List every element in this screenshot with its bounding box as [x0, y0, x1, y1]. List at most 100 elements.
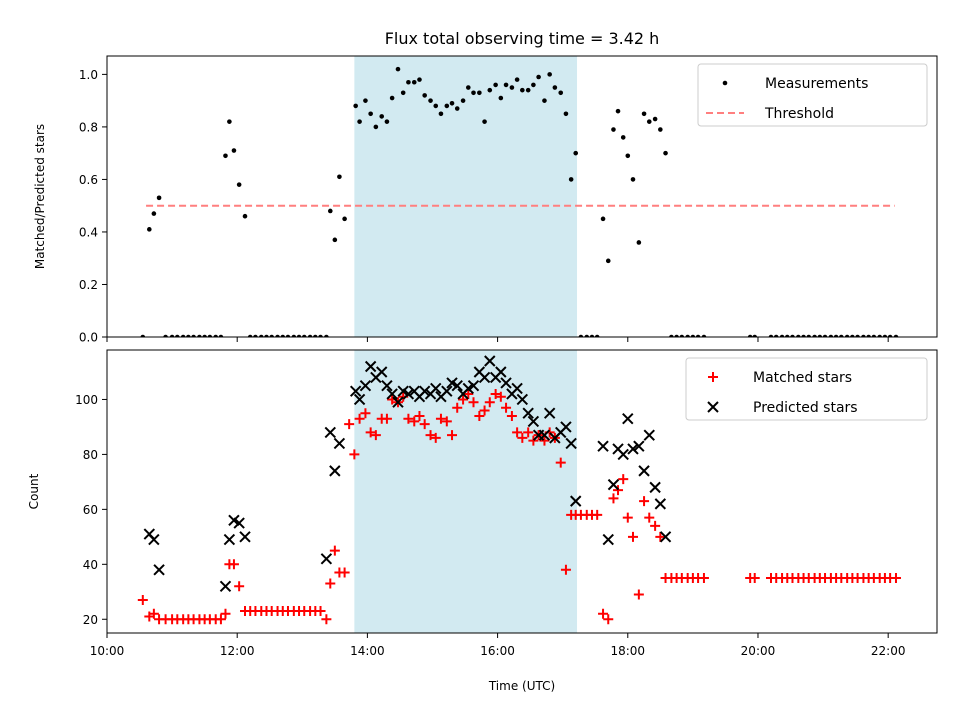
matched-point: [381, 413, 392, 424]
predicted-point: [622, 412, 634, 425]
x-tick-label: 12:00: [220, 644, 255, 658]
matched-point: [560, 564, 571, 575]
data-point: [806, 334, 812, 337]
matched-point: [354, 413, 365, 424]
data-point: [175, 334, 180, 337]
data-point: [433, 103, 439, 109]
matched-point: [613, 485, 624, 496]
data-point: [337, 174, 342, 180]
data-point: [275, 334, 280, 337]
x-tick-label: 22:00: [871, 644, 906, 658]
y-tick-label: 0.4: [79, 225, 98, 239]
predicted-point: [320, 553, 333, 565]
predicted-point: [402, 388, 415, 400]
data-point: [471, 90, 476, 96]
predicted-point: [219, 580, 232, 592]
data-point: [790, 334, 795, 337]
x-tick-label: 16:00: [480, 644, 515, 658]
data-point: [850, 334, 855, 337]
data-point: [363, 98, 368, 103]
matched-point: [627, 531, 638, 542]
predicted-point: [538, 429, 551, 441]
matched-point: [137, 595, 148, 606]
data-point: [247, 334, 253, 337]
data-point: [465, 85, 471, 90]
matched-point: [430, 432, 441, 443]
data-point: [253, 334, 258, 337]
data-point: [796, 334, 801, 337]
data-point: [477, 90, 482, 96]
data-point: [163, 334, 168, 337]
data-point: [573, 150, 579, 156]
matched-point: [365, 427, 376, 438]
data-point: [223, 153, 228, 159]
matched-point: [370, 430, 381, 441]
matched-point: [650, 520, 661, 531]
matched-point: [890, 573, 901, 584]
data-point: [855, 334, 860, 337]
data-point: [558, 90, 564, 96]
data-point: [882, 334, 888, 337]
series-measurements: [140, 66, 899, 337]
predicted-point: [333, 437, 346, 450]
data-point: [652, 116, 658, 122]
legend: Matched stars Predicted stars: [685, 357, 928, 421]
predicted-point: [233, 517, 245, 529]
data-point: [417, 77, 422, 82]
data-point: [373, 124, 379, 130]
predicted-point: [511, 382, 523, 395]
data-point: [301, 334, 307, 337]
predicted-point: [560, 421, 572, 433]
predicted-point: [565, 437, 577, 450]
matched-point: [458, 394, 469, 405]
data-point: [147, 227, 152, 232]
data-point: [487, 87, 493, 93]
matched-point: [622, 512, 633, 523]
data-point: [663, 150, 668, 156]
panel-counts: 10:00 12:00 14:00 16:00 18:00 20:00 22:00 20 40 6…: [27, 349, 938, 658]
y-tick-label: 80: [83, 448, 98, 462]
panel-ratio: 0.0 0.2 0.4 0.6 0.8 1.0 Matched/Predicted star…: [33, 55, 938, 345]
predicted-point: [478, 371, 491, 384]
plot-area: [140, 66, 899, 337]
matched-point: [618, 474, 629, 485]
predicted-point: [223, 533, 236, 546]
matched-point: [495, 391, 506, 402]
data-point: [877, 334, 883, 337]
data-point: [353, 103, 358, 109]
data-point: [169, 334, 175, 337]
matched-point: [419, 419, 430, 430]
matched-point: [148, 608, 159, 619]
data-point: [186, 334, 191, 337]
data-point: [498, 95, 504, 101]
predicted-point: [467, 380, 480, 392]
data-point: [542, 98, 547, 103]
predicted-point: [527, 415, 540, 428]
y-tick-label: 40: [83, 558, 98, 572]
matched-point: [435, 413, 446, 424]
data-point: [833, 334, 839, 337]
predicted-point: [500, 377, 512, 389]
data-point: [313, 334, 318, 337]
legend-label: Matched stars: [753, 370, 852, 386]
predicted-point: [324, 426, 336, 439]
data-point: [887, 334, 893, 337]
data-point: [236, 182, 242, 187]
x-axis-label: Time (UTC): [488, 679, 555, 693]
predicted-point: [495, 366, 507, 378]
data-point: [207, 334, 213, 337]
data-point: [611, 127, 616, 132]
matched-point: [603, 614, 614, 625]
matched-point: [749, 573, 760, 584]
data-point: [674, 334, 679, 337]
data-point: [318, 334, 323, 337]
legend-label: Measurements: [765, 76, 868, 92]
chart-title: Flux total observing time = 3.42 h: [385, 29, 660, 48]
data-point: [768, 334, 774, 337]
data-point: [525, 87, 531, 93]
data-point: [801, 334, 806, 337]
predicted-point: [381, 380, 393, 392]
data-point: [839, 334, 844, 337]
data-point: [893, 334, 899, 337]
legend-label: Predicted stars: [753, 400, 858, 416]
